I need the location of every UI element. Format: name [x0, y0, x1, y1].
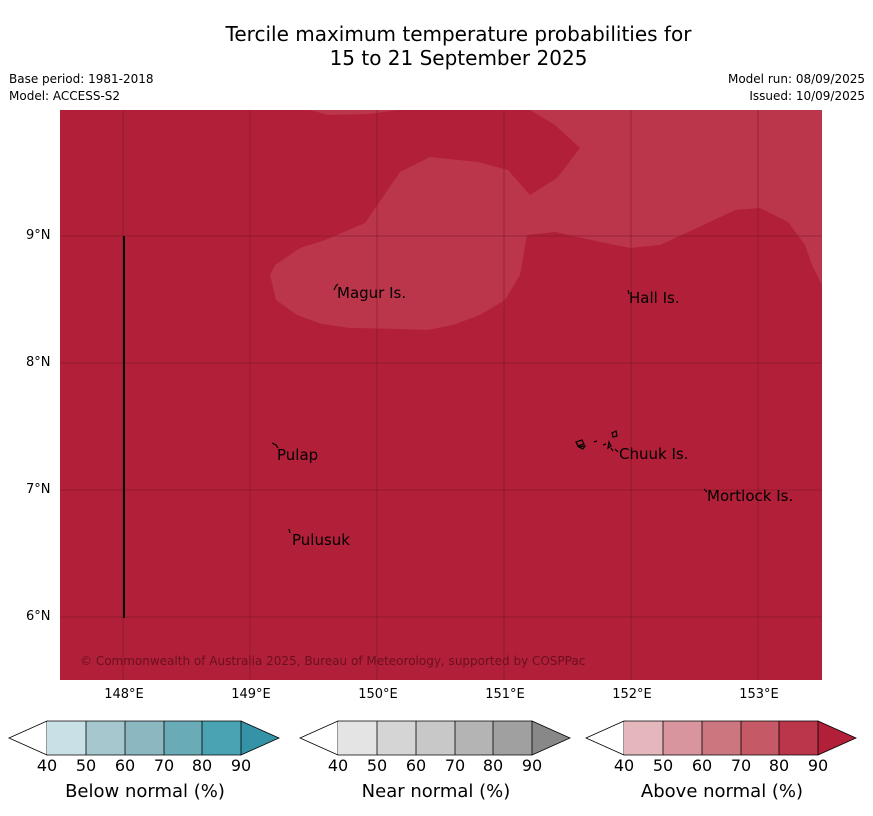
lon-label-149e: 149°E	[231, 687, 271, 702]
mortlock-island-shape	[703, 488, 708, 493]
tick-label: 70	[444, 756, 466, 775]
lon-label-151e: 151°E	[485, 687, 525, 702]
tick-label: 40	[327, 756, 349, 775]
colorbar-extend-low	[299, 720, 339, 756]
colorbar-bin-40-50	[338, 721, 377, 755]
lon-label-153e: 153°E	[739, 687, 779, 702]
lon-label-150e: 150°E	[358, 687, 398, 702]
legend-title-near: Near normal (%)	[361, 781, 511, 802]
colorbar-bin-80-90	[493, 721, 532, 755]
colorbar-below-normal	[8, 720, 280, 756]
graticule	[60, 110, 822, 680]
map-panel	[60, 110, 822, 680]
tick-label: 60	[114, 756, 136, 775]
tick-label: 40	[36, 756, 58, 775]
meta-right: Model run: 08/09/2025 Issued: 10/09/2025	[728, 71, 865, 105]
legend-title-above: Above normal (%)	[640, 781, 804, 802]
colorbar-extend-low	[585, 720, 625, 756]
colorbar-bin-40-50	[47, 721, 86, 755]
colorbar-extend-high	[240, 720, 280, 756]
tick-label: 90	[230, 756, 252, 775]
colorbar-bin-70-80	[164, 721, 202, 755]
lon-label-152e: 152°E	[612, 687, 652, 702]
place-mortlock: Mortlock Is.	[707, 487, 794, 505]
hall-island-shape	[627, 289, 630, 295]
colorbar-near-normal	[299, 720, 571, 756]
colorbar-bin-40-50	[624, 721, 663, 755]
colorbar-bin-80-90	[202, 721, 241, 755]
colorbar-bin-50-60	[663, 721, 702, 755]
title-line-2: 15 to 21 September 2025	[329, 46, 588, 70]
lat-label-6n: 6°N	[26, 609, 51, 624]
colorbar-bin-60-70	[702, 721, 741, 755]
tick-label: 60	[691, 756, 713, 775]
legend-above-normal: 40 50 60 70 80 90 Above normal (%)	[585, 720, 858, 816]
base-period: Base period: 1981-2018	[9, 72, 154, 86]
tick-label: 90	[807, 756, 829, 775]
colorbar-extend-high	[817, 720, 857, 756]
colorbar-bin-70-80	[741, 721, 779, 755]
place-pulap: Pulap	[277, 446, 319, 464]
colorbar-extend-low	[8, 720, 48, 756]
tick-label: 70	[730, 756, 752, 775]
place-magur: Magur Is.	[337, 284, 407, 302]
island-outlines	[271, 283, 708, 534]
above-normal-70-80-region-east	[270, 110, 822, 330]
colorbar-bin-80-90	[779, 721, 818, 755]
model-run: Model run: 08/09/2025	[727, 72, 865, 86]
issued-date: Issued: 10/09/2025	[749, 89, 865, 103]
model-name: Model: ACCESS-S2	[9, 89, 121, 103]
map-canvas	[60, 110, 822, 680]
colorbar-bin-60-70	[125, 721, 164, 755]
pulusuk-island-shape	[288, 528, 291, 534]
place-hall: Hall Is.	[629, 289, 680, 307]
tick-label: 60	[405, 756, 427, 775]
lat-label-8n: 8°N	[26, 355, 51, 370]
magur-island-shape	[333, 283, 339, 291]
lat-label-9n: 9°N	[26, 228, 51, 243]
tick-label: 80	[482, 756, 504, 775]
lon-label-148e: 148°E	[104, 687, 144, 702]
meta-left: Base period: 1981-2018 Model: ACCESS-S2	[9, 71, 154, 105]
tick-label: 50	[652, 756, 674, 775]
colorbar-extend-high	[531, 720, 571, 756]
map-title: Tercile maximum temperature probabilitie…	[0, 22, 873, 70]
legend-near-normal: 40 50 60 70 80 90 Near normal (%)	[299, 720, 572, 816]
colorbar-bin-50-60	[377, 721, 416, 755]
legend-below-normal: 40 50 60 70 80 90 Below normal (%)	[8, 720, 281, 816]
colorbar-bin-60-70	[416, 721, 455, 755]
tick-label: 80	[191, 756, 213, 775]
chuuk-lagoon-shapes	[575, 430, 619, 453]
colorbar-bin-70-80	[455, 721, 493, 755]
tick-label: 90	[521, 756, 543, 775]
colorbar-bin-50-60	[86, 721, 125, 755]
tick-label: 80	[768, 756, 790, 775]
tick-label: 50	[75, 756, 97, 775]
tick-label: 40	[613, 756, 635, 775]
colorbar-above-normal	[585, 720, 857, 756]
pulap-island-shape	[271, 442, 279, 449]
legend-title-below: Below normal (%)	[65, 781, 225, 802]
place-chuuk: Chuuk Is.	[619, 445, 689, 463]
title-line-1: Tercile maximum temperature probabilitie…	[225, 22, 692, 46]
lat-label-7n: 7°N	[26, 482, 51, 497]
tick-label: 50	[366, 756, 388, 775]
tick-label: 70	[153, 756, 175, 775]
place-pulusuk: Pulusuk	[292, 531, 350, 549]
copyright-notice: © Commonwealth of Australia 2025, Bureau…	[80, 654, 586, 668]
